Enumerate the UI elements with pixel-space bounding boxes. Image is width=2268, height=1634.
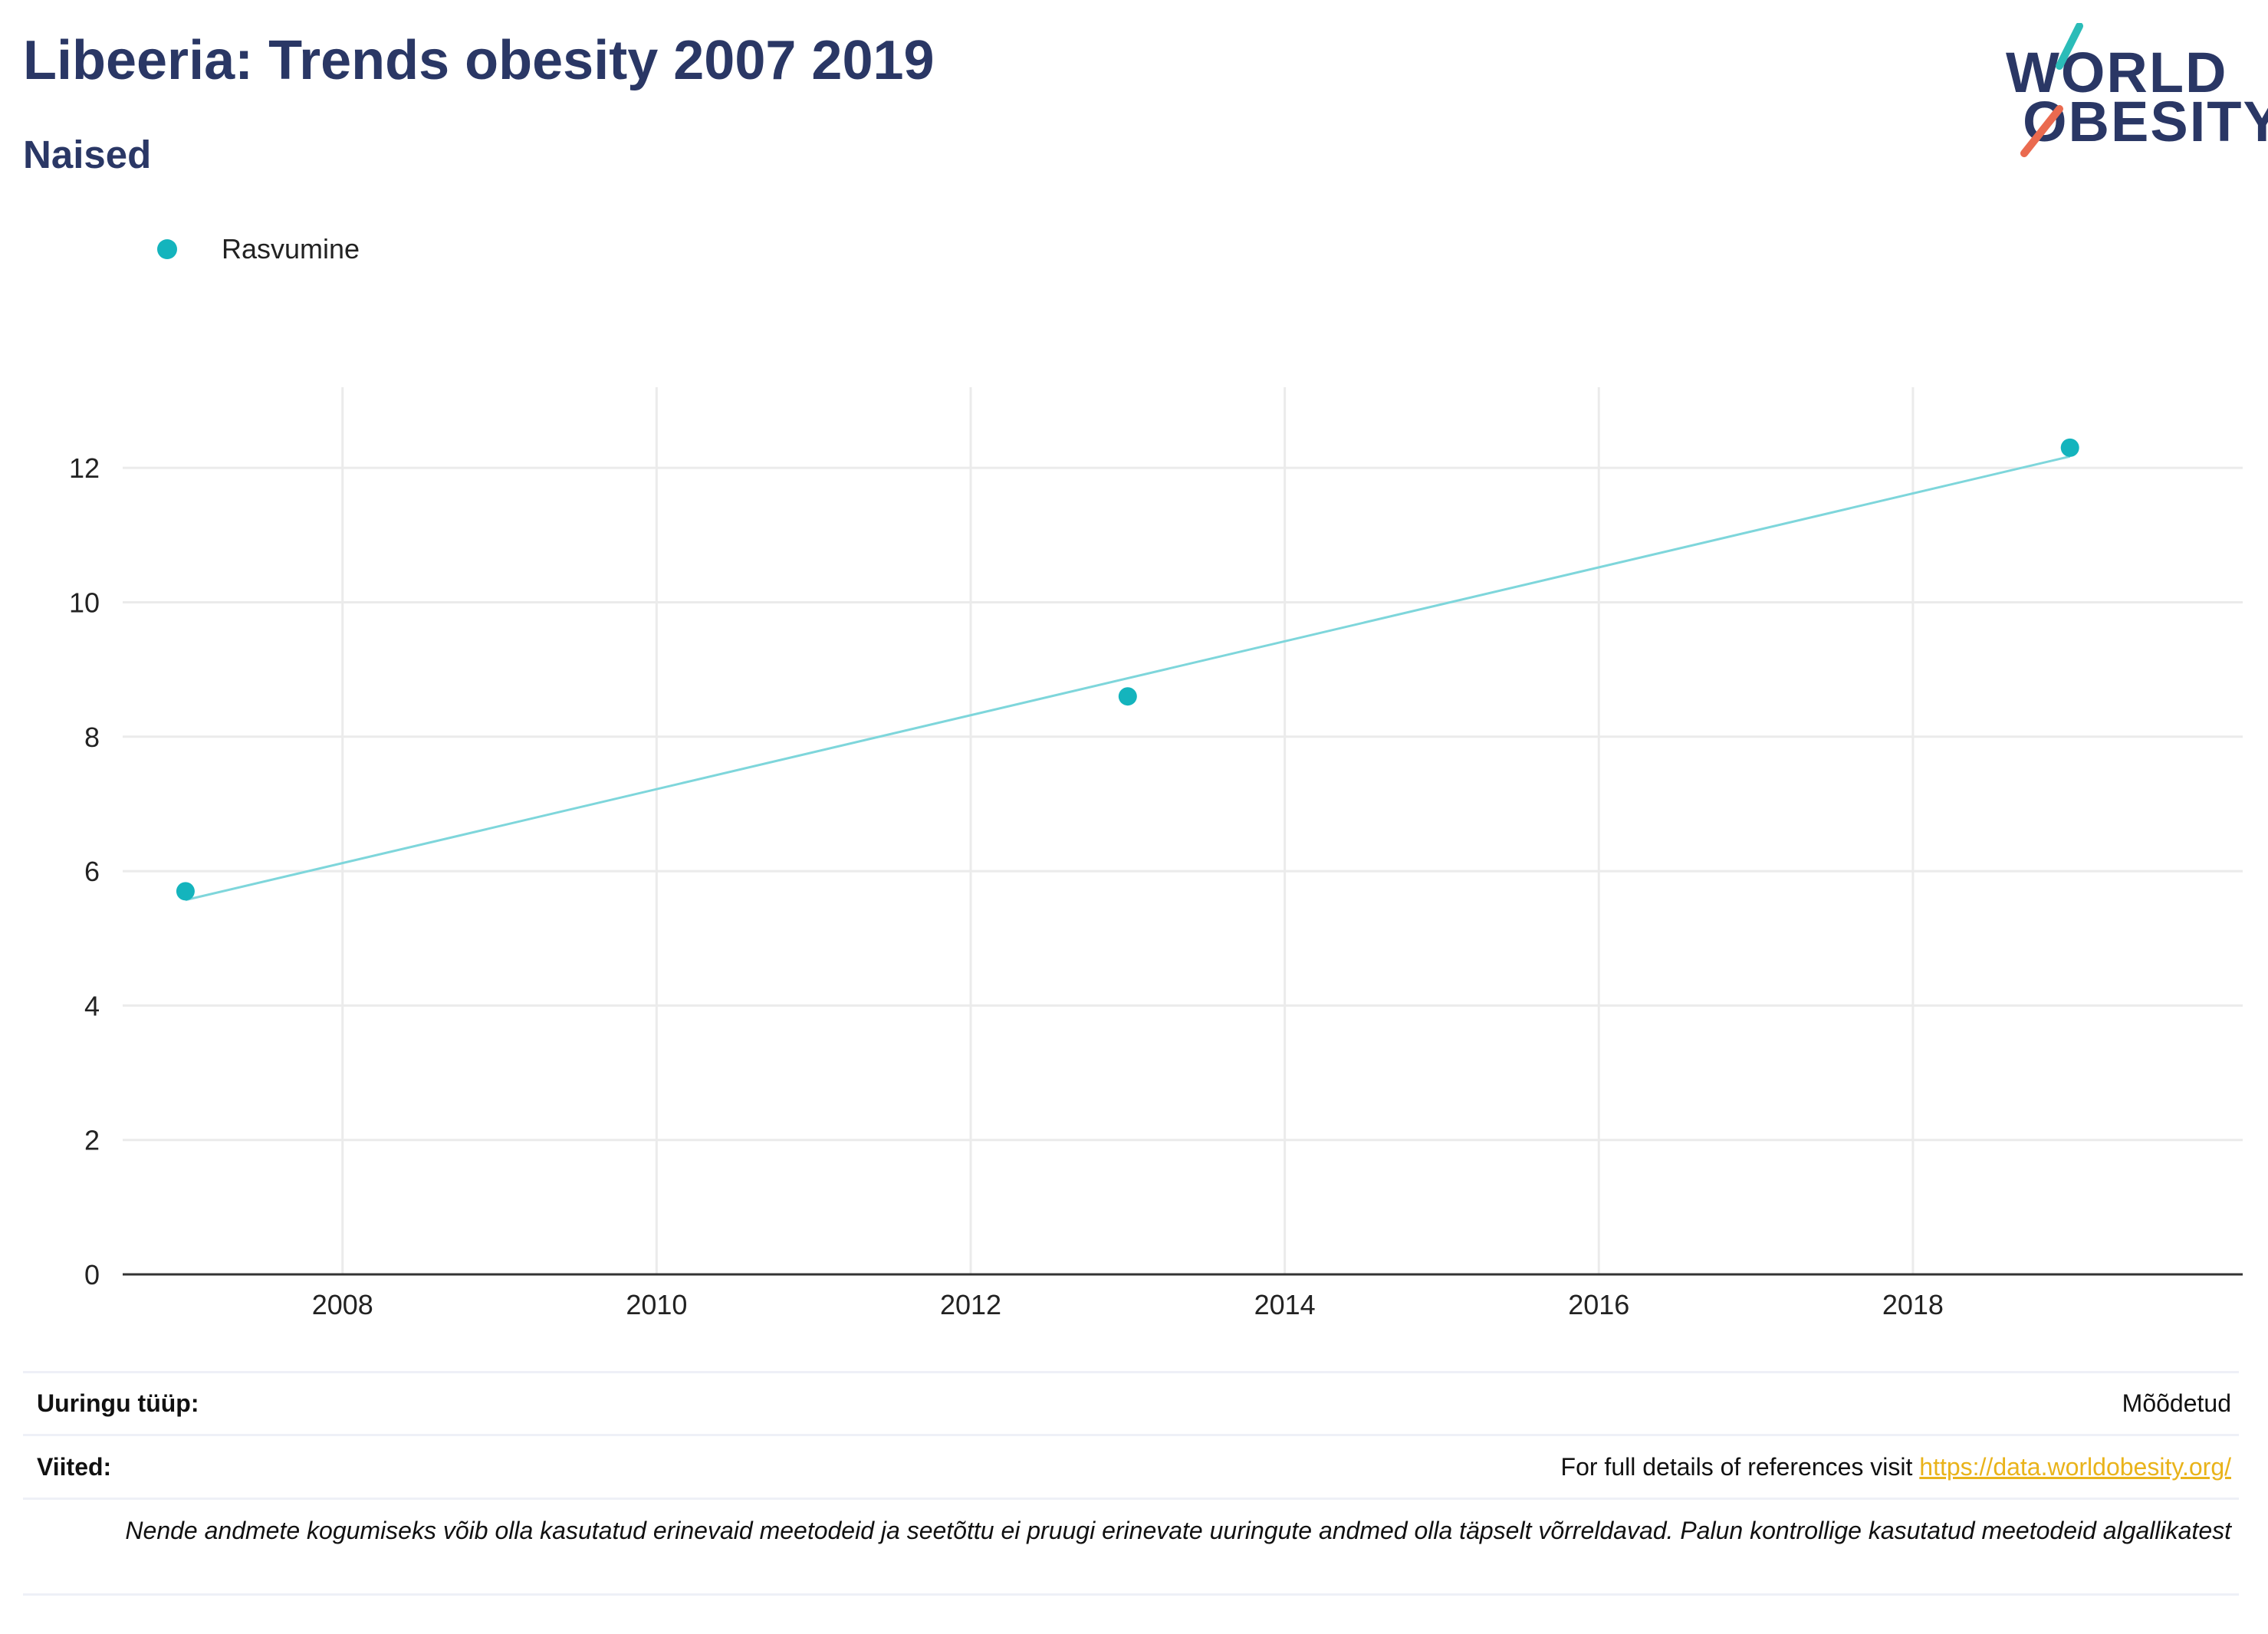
x-tick-label: 2010 <box>626 1289 687 1320</box>
x-tick-label: 2016 <box>1568 1289 1629 1320</box>
methodology-note: Nende andmete kogumiseks võib olla kasut… <box>125 1517 2231 1544</box>
references-value: For full details of references visit htt… <box>1561 1453 2231 1481</box>
data-point <box>1118 687 1137 706</box>
divider <box>23 1498 2239 1500</box>
logo-word-world: WORLD <box>2006 41 2228 104</box>
legend[interactable]: Rasvumine <box>157 230 360 268</box>
x-tick-label: 2012 <box>940 1289 1001 1320</box>
references-text: For full details of references visit <box>1560 1453 1920 1481</box>
chart-subtitle: Naised <box>23 133 152 176</box>
divider <box>23 1434 2239 1436</box>
logo-slash-icon <box>2020 23 2083 157</box>
logo-word-obesity: OBESITY <box>2023 90 2268 153</box>
survey-type-value: Mõõdetud <box>2122 1389 2231 1417</box>
chart-title: Libeeria: Trends obesity 2007 2019 <box>23 30 935 91</box>
references-link[interactable]: https://data.worldobesity.org/ <box>1919 1453 2231 1481</box>
survey-type-label: Uuringu tüüp: <box>37 1389 199 1417</box>
data-point <box>2060 438 2079 457</box>
y-tick-label: 8 <box>84 722 100 753</box>
legend-marker-icon <box>157 239 177 259</box>
legend-label: Rasvumine <box>222 233 360 265</box>
y-tick-label: 0 <box>84 1259 100 1290</box>
world-obesity-logo: WORLD OBESITY <box>1994 23 2268 161</box>
x-tick-label: 2008 <box>312 1289 373 1320</box>
x-tick-label: 2018 <box>1882 1289 1944 1320</box>
x-tick-label: 2014 <box>1254 1289 1316 1320</box>
data-point <box>176 882 195 901</box>
chart-plot: 0 2 4 6 8 10 12 2008 2010 2012 2014 2016 2018 <box>69 387 2243 1320</box>
y-tick-label: 12 <box>69 452 100 484</box>
divider <box>23 1593 2239 1596</box>
references-label: Viited: <box>37 1453 112 1481</box>
divider <box>23 1371 2239 1373</box>
trend-line <box>185 455 2071 902</box>
y-tick-label: 6 <box>84 856 100 887</box>
y-tick-label: 2 <box>84 1125 100 1156</box>
y-tick-label: 10 <box>69 587 100 618</box>
y-tick-label: 4 <box>84 990 100 1021</box>
